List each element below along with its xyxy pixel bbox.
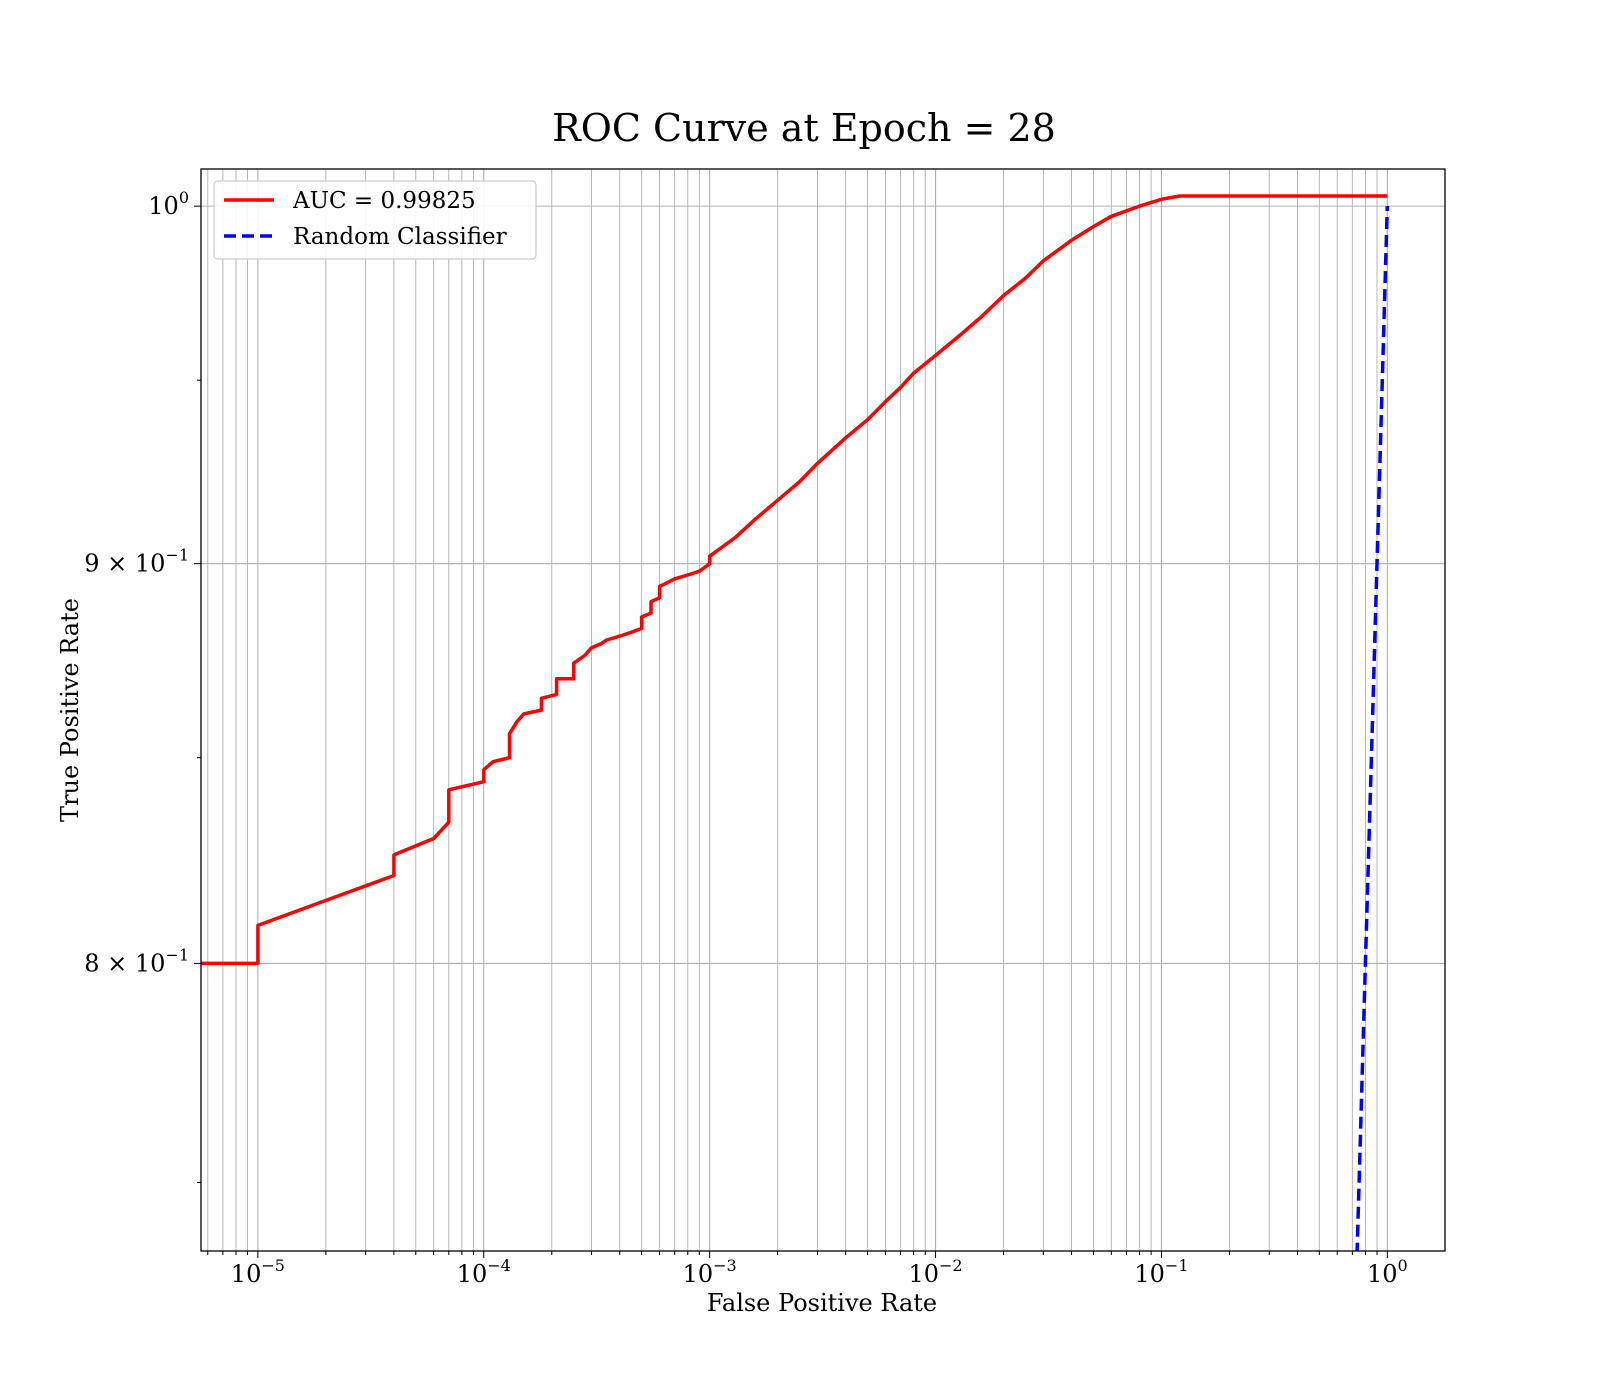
x-axis-label: False Positive Rate bbox=[707, 1289, 937, 1317]
plot-frame bbox=[200, 168, 1446, 1252]
series-line-1 bbox=[1355, 206, 1390, 1251]
y-axis-label: True Positive Rate bbox=[56, 598, 84, 822]
plot-area bbox=[201, 194, 1390, 1251]
x-axis: 10−5 10−4 10−3 10−2 10−1 100 bbox=[207, 1251, 1408, 1288]
legend: AUC = 0.99825 Random Classifier bbox=[213, 180, 537, 260]
x-tick-label: 10−1 bbox=[1134, 1256, 1188, 1288]
y-axis: 8 × 10−1 9 × 10−1 100 bbox=[84, 188, 201, 1183]
x-tick-label: 10−2 bbox=[908, 1256, 962, 1288]
y-tick-label: 8 × 10−1 bbox=[84, 945, 189, 977]
x-tick-label: 10−4 bbox=[457, 1256, 511, 1288]
legend-label-auc: AUC = 0.99825 bbox=[292, 188, 476, 214]
legend-frame bbox=[213, 180, 537, 260]
x-tick-label: 100 bbox=[1367, 1256, 1408, 1288]
series-line-0 bbox=[201, 194, 1388, 966]
grid-lines bbox=[201, 169, 1445, 1251]
y-tick-label: 9 × 10−1 bbox=[84, 546, 189, 578]
y-tick-label: 100 bbox=[148, 188, 189, 220]
chart-title: ROC Curve at Epoch = 28 bbox=[552, 106, 1056, 150]
x-tick-label: 10−3 bbox=[683, 1256, 737, 1288]
legend-label-random: Random Classifier bbox=[293, 224, 507, 250]
x-tick-label: 10−5 bbox=[231, 1256, 285, 1288]
